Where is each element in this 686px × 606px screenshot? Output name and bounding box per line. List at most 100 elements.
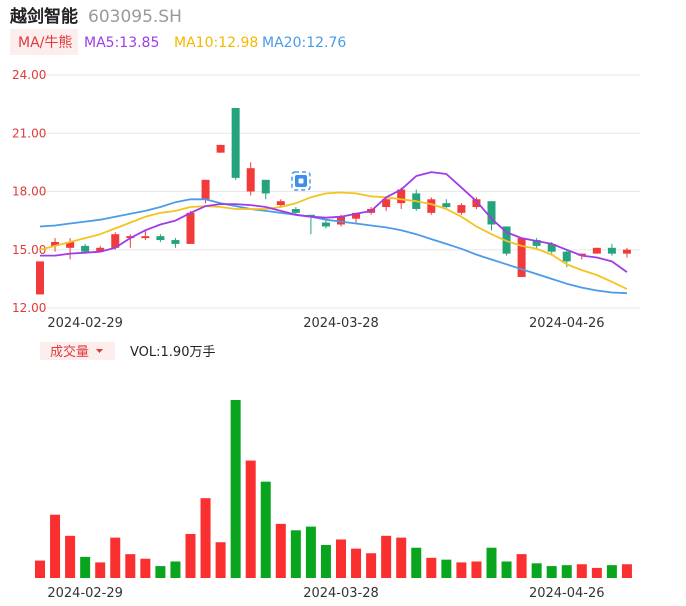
candle-body <box>592 247 601 254</box>
volume-bar <box>471 561 482 578</box>
candle-body <box>231 108 240 178</box>
ma-indicator-button[interactable] <box>10 29 78 55</box>
price-x-axis: 2024-02-29 2024-03-28 2024-04-26 <box>47 316 604 331</box>
volume-bar <box>486 547 497 578</box>
candle-body <box>532 240 541 246</box>
price-grid <box>38 74 640 309</box>
x-tick-label: 2024-03-28 <box>303 586 379 601</box>
volume-bar <box>366 553 377 578</box>
ma-indicator-label: MA/牛熊 <box>18 35 72 51</box>
volume-bar <box>531 563 542 578</box>
ma20-legend: MA20:12.76 <box>262 35 346 51</box>
volume-bar <box>140 558 151 578</box>
volume-bar <box>320 544 331 578</box>
candle-body <box>291 208 300 213</box>
volume-bar <box>200 498 211 578</box>
volume-bar <box>230 400 241 578</box>
volume-value: VOL:1.90万手 <box>130 345 215 360</box>
volume-bar <box>80 556 91 578</box>
stock-code: 603095.SH <box>88 7 182 27</box>
volume-bar <box>336 539 346 578</box>
candle-body <box>337 216 345 225</box>
candle-body <box>457 205 466 213</box>
volume-bar <box>170 561 181 578</box>
candle-body <box>186 212 195 244</box>
candle-body <box>352 212 361 219</box>
candle-body <box>517 238 526 277</box>
ma5-line <box>40 171 628 273</box>
volume-bar <box>110 537 121 578</box>
volume-bar <box>606 565 617 578</box>
volume-bar <box>155 566 166 578</box>
candle-body <box>562 251 571 262</box>
x-tick-label: 2024-03-28 <box>303 316 379 331</box>
volume-indicator-button[interactable] <box>40 342 115 360</box>
candle-body <box>201 179 210 200</box>
volume-bar <box>351 548 362 578</box>
volume-bar <box>275 523 286 578</box>
volume-bar <box>591 567 602 578</box>
candle-body <box>607 247 616 254</box>
ma-lines <box>39 171 628 295</box>
candle-body <box>397 189 406 204</box>
volume-bar <box>95 562 106 578</box>
volume-bar <box>215 542 226 578</box>
candle-body <box>216 144 225 153</box>
x-tick-label: 2024-02-29 <box>47 586 123 601</box>
candle-body <box>81 245 90 252</box>
volume-bar <box>561 565 572 578</box>
volume-bar <box>411 547 422 578</box>
candle-body <box>261 179 270 194</box>
candle-body <box>276 201 285 206</box>
candle-body <box>156 236 165 241</box>
stock-name: 越剑智能 <box>9 6 78 27</box>
volume-bar <box>546 566 557 578</box>
y-tick-label: 24.00 <box>12 68 46 82</box>
volume-bar <box>260 481 271 578</box>
volume-bar <box>516 554 527 578</box>
volume-series <box>35 400 632 578</box>
candle-body <box>141 236 150 239</box>
candle-body <box>382 199 391 208</box>
volume-x-axis: 2024-02-29 2024-03-28 2024-04-26 <box>47 586 604 601</box>
volume-bar <box>381 535 392 578</box>
ma10-line <box>39 191 628 290</box>
y-tick-label: 18.00 <box>12 185 46 199</box>
x-tick-label: 2024-04-26 <box>529 316 605 331</box>
candle-body <box>472 199 481 208</box>
y-tick-label: 12.00 <box>12 301 46 315</box>
candle-body <box>577 253 586 256</box>
volume-bar <box>65 535 76 578</box>
volume-indicator-label: 成交量 <box>50 344 89 360</box>
candle-body <box>487 201 496 225</box>
volume-bar <box>621 564 632 578</box>
candle-body <box>427 199 436 213</box>
volume-bar <box>185 533 196 578</box>
ma20-line <box>39 198 627 295</box>
candle-body <box>51 241 60 246</box>
candlestick-series <box>36 108 631 295</box>
volume-bar <box>50 514 61 578</box>
volume-bar <box>396 537 407 578</box>
volume-bar <box>456 562 467 578</box>
candle-body <box>547 243 556 252</box>
y-tick-label: 15.00 <box>12 243 46 257</box>
candle-body <box>442 203 451 208</box>
x-tick-label: 2024-02-29 <box>47 316 123 331</box>
volume-bar <box>290 530 301 578</box>
y-tick-label: 21.00 <box>12 126 46 140</box>
event-marker-icon[interactable] <box>291 171 311 191</box>
x-tick-label: 2024-04-26 <box>529 586 605 601</box>
candle-body <box>306 214 315 217</box>
candle-body <box>66 241 75 248</box>
ma5-legend: MA5:13.85 <box>84 35 159 51</box>
volume-bar <box>501 561 512 578</box>
volume-bar <box>426 557 437 578</box>
candle-body <box>622 249 631 254</box>
ma10-legend: MA10:12.98 <box>174 35 258 51</box>
candle-body <box>171 240 180 244</box>
dropdown-caret-icon <box>96 349 103 353</box>
price-y-axis: 24.00 21.00 18.00 15.00 12.00 <box>12 68 46 315</box>
candle-body <box>246 168 255 192</box>
